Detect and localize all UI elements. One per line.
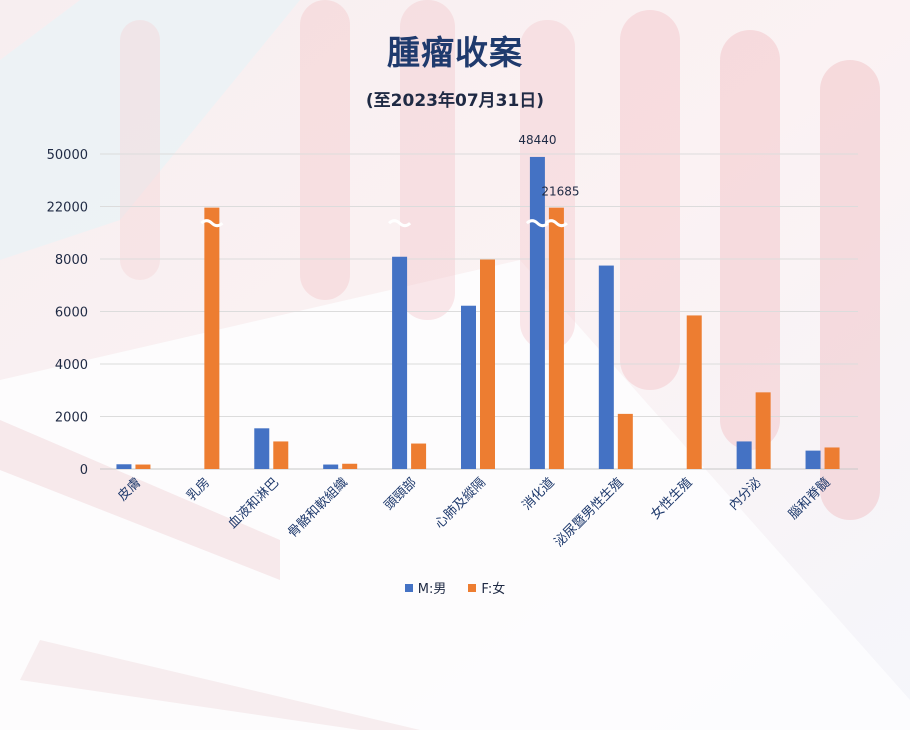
x-category-label: 骨骼和軟組織 xyxy=(285,475,351,541)
y-tick-label: 8000 xyxy=(55,253,88,268)
x-category-label: 內分泌 xyxy=(726,475,764,513)
axis-break-mark xyxy=(525,219,549,228)
legend-item-female: F:女 xyxy=(468,578,505,597)
bar-female xyxy=(686,315,702,469)
chart-title: 腫瘤收案 xyxy=(387,33,523,72)
y-tick-label: 2000 xyxy=(55,411,88,426)
x-category-label: 皮膚 xyxy=(115,475,145,505)
legend-label-male: M:男 xyxy=(417,582,447,597)
legend-item-male: M:男 xyxy=(404,578,447,597)
bar-male xyxy=(116,464,132,469)
bar-male xyxy=(736,441,752,469)
data-label-female: 21685 xyxy=(541,185,579,199)
legend: M:男 F:女 xyxy=(0,578,910,597)
x-category-label: 泌尿暨男性生殖 xyxy=(551,475,627,551)
bar-female xyxy=(273,441,289,469)
y-tick-label: 50000 xyxy=(47,148,88,163)
axis-break-mark xyxy=(544,219,568,228)
bar-female xyxy=(135,464,151,469)
bar-male xyxy=(461,305,476,469)
bar-male xyxy=(529,156,545,470)
bar-male xyxy=(323,464,339,469)
bar-female xyxy=(342,463,358,469)
x-category-label: 女性生殖 xyxy=(647,475,695,523)
x-category-label: 心肺及縱隔 xyxy=(432,475,489,532)
legend-swatch-female xyxy=(468,583,477,592)
axis-break-mark xyxy=(200,219,224,228)
y-tick-label: 6000 xyxy=(55,306,88,321)
x-category-label: 腦和脊髓 xyxy=(786,475,833,522)
bar-male xyxy=(254,428,270,469)
y-tick-label: 0 xyxy=(80,463,88,478)
y-tick-label: 22000 xyxy=(47,201,88,216)
bar-female xyxy=(480,259,495,469)
y-tick-label: 4000 xyxy=(55,358,88,373)
x-category-label: 頭頸部 xyxy=(382,475,420,513)
bar-female xyxy=(548,207,564,469)
x-category-label: 血液和淋巴 xyxy=(226,475,283,532)
x-category-label: 乳房 xyxy=(183,475,213,505)
legend-label-female: F:女 xyxy=(481,582,506,597)
bar-female xyxy=(824,447,840,469)
axis-break-mark xyxy=(388,219,412,228)
x-category-label: 消化道 xyxy=(520,475,558,513)
bar-female xyxy=(617,413,633,469)
data-label-male: 48440 xyxy=(518,133,556,147)
bar-male xyxy=(598,265,614,469)
bar-male xyxy=(392,256,408,469)
bar-female xyxy=(411,443,427,469)
legend-swatch-male xyxy=(404,583,413,592)
bar-male xyxy=(805,450,821,469)
chart-subtitle: (至2023年07月31日) xyxy=(365,91,545,111)
bar-female xyxy=(204,207,220,469)
bar-female xyxy=(755,392,771,469)
